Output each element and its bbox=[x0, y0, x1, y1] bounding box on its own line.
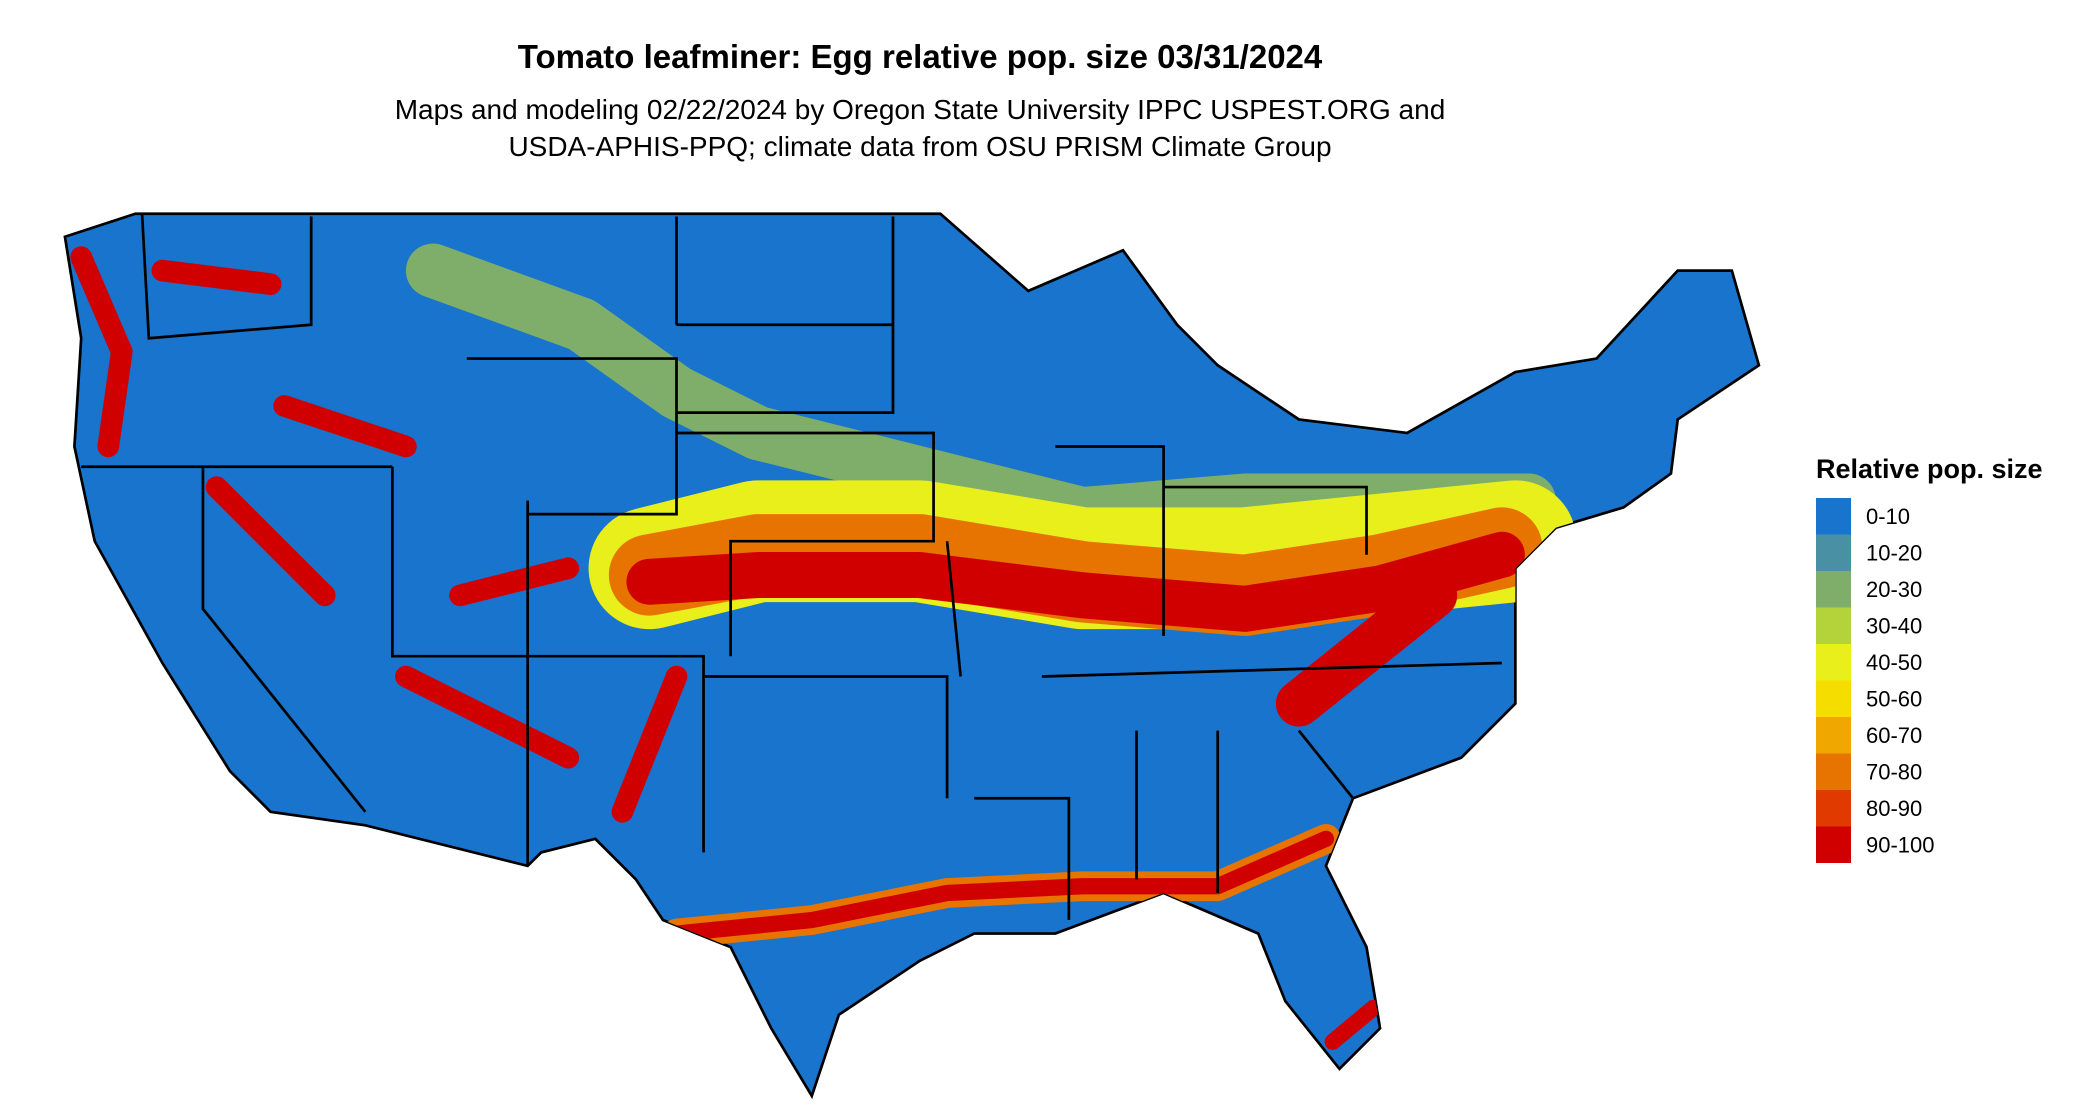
legend-label: 30-40 bbox=[1866, 614, 1922, 639]
west-hotspots bbox=[70, 246, 688, 823]
legend-swatch bbox=[1816, 534, 1851, 571]
legend-swatch bbox=[1816, 571, 1851, 608]
map-title: Tomato leafminer: Egg relative pop. size… bbox=[518, 38, 1323, 75]
map-subtitle: Maps and modeling 02/22/2024 by Oregon S… bbox=[395, 94, 1446, 125]
legend: 0-10 10-20 20-30 30-40 40-50 50-60 60-70 70-80 8… bbox=[1816, 498, 1935, 863]
legend-label: 40-50 bbox=[1866, 650, 1922, 675]
legend-swatch bbox=[1816, 717, 1851, 754]
legend-swatch bbox=[1816, 826, 1851, 863]
legend-label: 20-30 bbox=[1866, 577, 1922, 602]
us-outline bbox=[63, 212, 1761, 1100]
map bbox=[63, 212, 1761, 1100]
legend-label: 50-60 bbox=[1866, 687, 1922, 712]
legend-label: 90-100 bbox=[1866, 833, 1935, 858]
legend-label: 10-20 bbox=[1866, 541, 1922, 566]
band-red bbox=[626, 531, 1525, 727]
legend-swatch bbox=[1816, 753, 1851, 790]
legend-label: 70-80 bbox=[1866, 760, 1922, 785]
map-subtitle: USDA-APHIS-PPQ; climate data from OSU PR… bbox=[508, 131, 1331, 162]
legend-swatch bbox=[1816, 498, 1851, 535]
legend-swatch bbox=[1816, 680, 1851, 717]
legend-label: 0-10 bbox=[1866, 504, 1910, 529]
legend-swatch bbox=[1816, 790, 1851, 827]
state-borders bbox=[81, 213, 1502, 921]
legend-label: 80-90 bbox=[1866, 796, 1922, 821]
legend-label: 60-70 bbox=[1866, 723, 1922, 748]
legend-title: Relative pop. size bbox=[1816, 454, 2043, 484]
legend-swatch bbox=[1816, 644, 1851, 681]
gulf-band-red bbox=[668, 830, 1382, 1050]
legend-swatch bbox=[1816, 607, 1851, 644]
